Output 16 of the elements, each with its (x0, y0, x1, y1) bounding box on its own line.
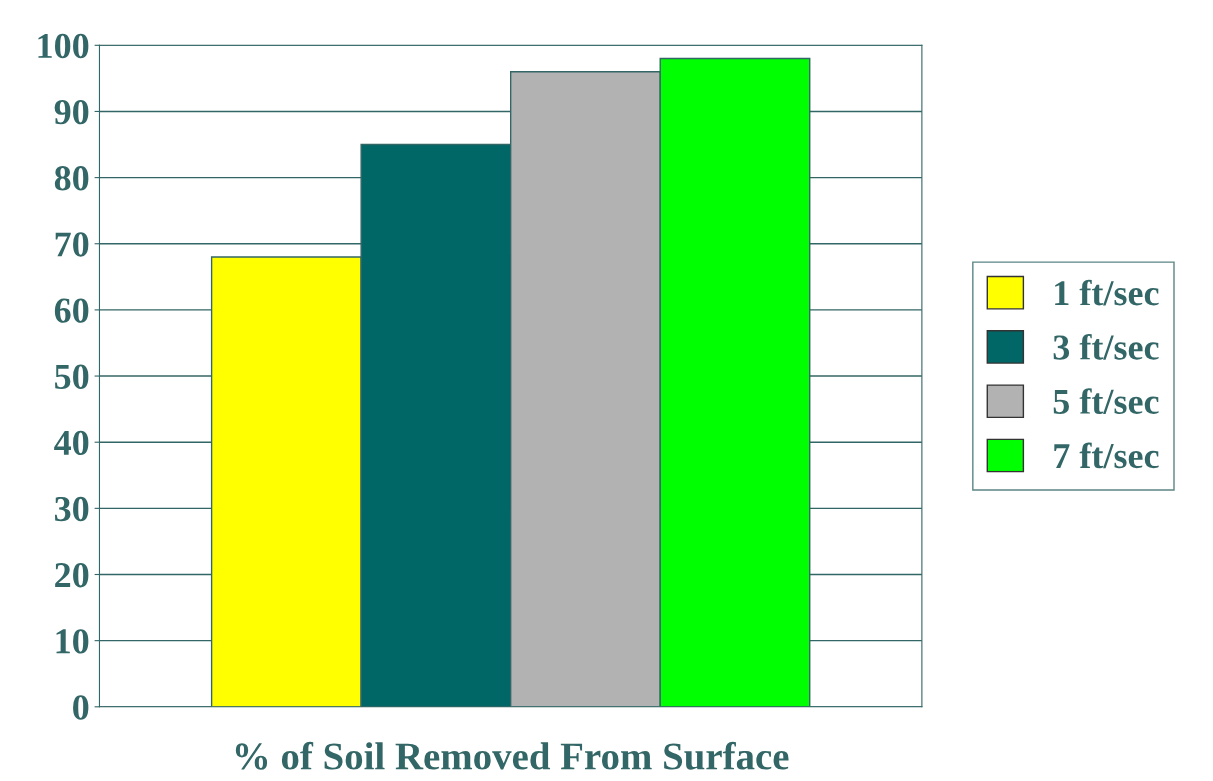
x-axis-title: % of Soil Removed From Surface (235, 741, 789, 770)
y-tick-label: 30 (54, 496, 89, 522)
y-tick-label: 70 (55, 232, 89, 257)
legend-label: 7 ft/sec (1054, 442, 1159, 469)
y-tick-label: 90 (54, 99, 89, 125)
y-tick-label: 100 (38, 33, 89, 59)
y-tick-label: 10 (56, 629, 89, 654)
y-tick-label: 60 (54, 298, 89, 323)
legend-label: 3 ft/sec (1053, 333, 1159, 360)
y-tick-label: 40 (54, 430, 89, 456)
legend-label: 1 ft/sec (1055, 279, 1159, 306)
y-tick-label: 80 (54, 166, 89, 191)
legend-label: 5 ft/sec (1053, 388, 1159, 414)
y-tick-label: 50 (55, 364, 89, 389)
y-tick-label: 20 (55, 563, 89, 588)
y-tick-label: 0 (73, 695, 89, 720)
